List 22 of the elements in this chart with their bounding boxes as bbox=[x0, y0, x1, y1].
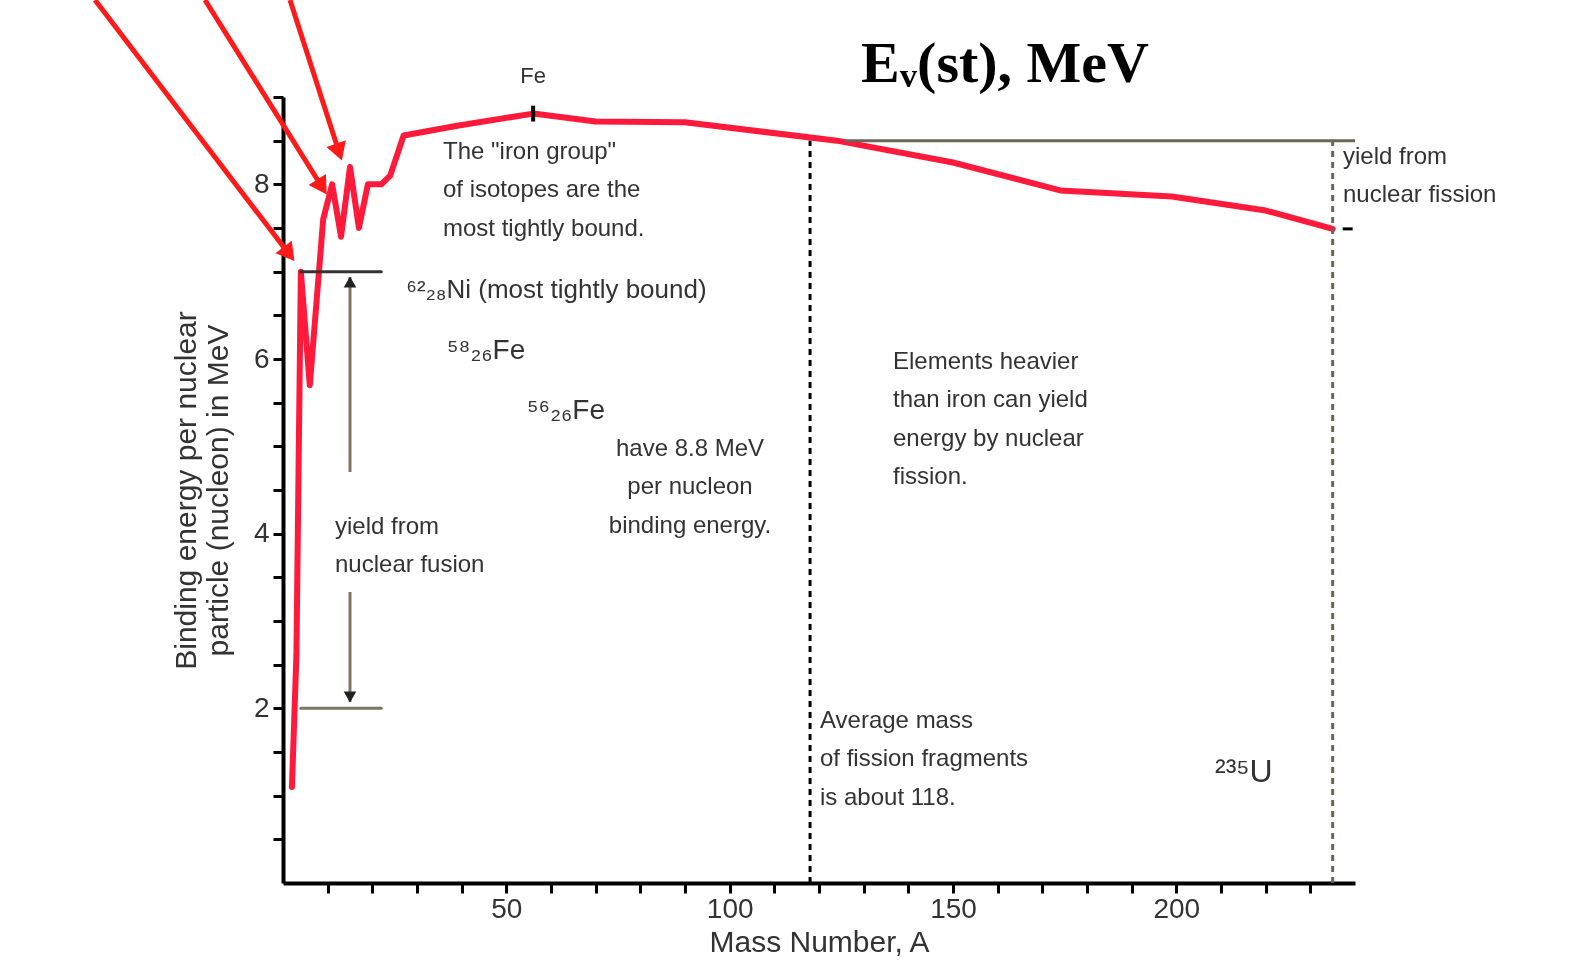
annotation: yield from nuclear fission bbox=[1343, 142, 1497, 208]
annotation: yield from nuclear fusion bbox=[335, 512, 485, 578]
annotation: ⁶²₂₈Ni (most tightly bound) bbox=[406, 273, 707, 304]
chart-title: Eᵥ(st), MeV bbox=[861, 30, 1150, 95]
x-tick-label: 200 bbox=[1153, 892, 1201, 924]
annotation: have 8.8 MeV per nucleon binding energy. bbox=[608, 434, 772, 538]
y-tick-label: 8 bbox=[253, 167, 270, 199]
x-tick-label: 50 bbox=[491, 892, 523, 924]
annotation: Elements heavier than iron can yield energy by nuclear fission. bbox=[893, 347, 1088, 490]
annotation: Average mass of fission fragments is about 118. bbox=[820, 706, 1029, 810]
y-tick-label: 2 bbox=[253, 691, 270, 723]
y-tick-label: 6 bbox=[253, 342, 270, 374]
x-tick-label: 100 bbox=[706, 892, 754, 924]
y-tick-label: 4 bbox=[253, 517, 270, 549]
annotation: Fe bbox=[520, 62, 546, 88]
annotation: ⁵⁸₂₆Fe bbox=[447, 334, 526, 365]
annotation: ⁵⁶₂₆Fe bbox=[527, 394, 605, 425]
x-axis-title: Mass Number, A bbox=[709, 924, 930, 958]
x-tick-label: 150 bbox=[930, 892, 977, 924]
annotation: ²³⁵U bbox=[1215, 753, 1273, 789]
annotation: The "iron group" of isotopes are the most tightly bound. bbox=[443, 137, 645, 241]
y-axis-title: Binding energy per nuclear particle (nucleon) in MeV bbox=[168, 311, 234, 670]
